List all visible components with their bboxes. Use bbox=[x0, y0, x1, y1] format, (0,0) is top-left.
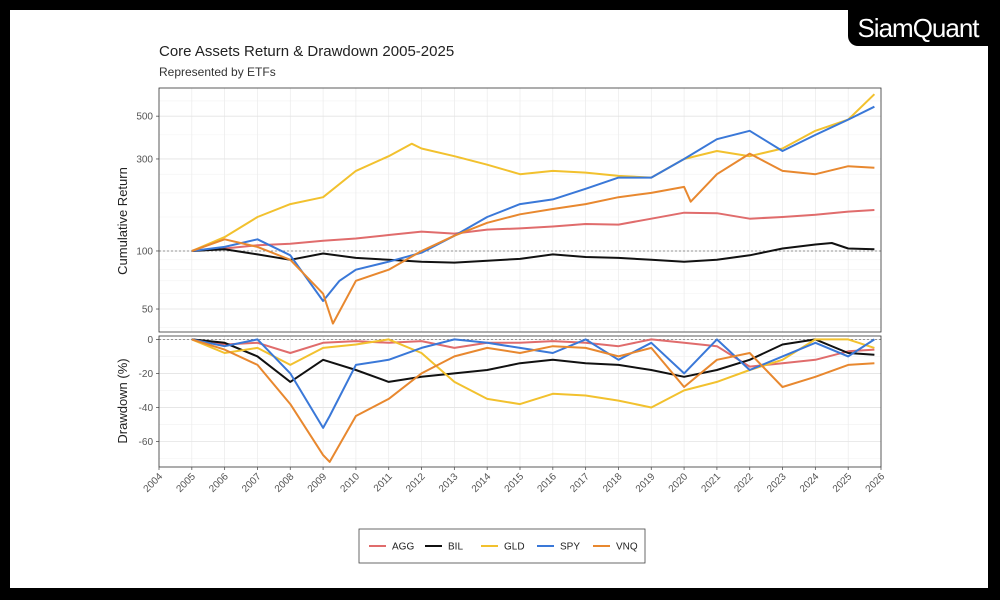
x-tick-label: 2019 bbox=[634, 471, 658, 495]
x-tick-label: 2006 bbox=[207, 471, 231, 495]
x-tick-label: 2016 bbox=[535, 471, 559, 495]
x-tick-label: 2020 bbox=[667, 471, 691, 495]
x-tick-label: 2004 bbox=[142, 471, 166, 495]
y-axis-label-top: Cumulative Return bbox=[115, 167, 130, 275]
chart-svg: Core Assets Return & Drawdown 2005-2025 … bbox=[115, 43, 888, 564]
y-tick-label-bottom: 0 bbox=[147, 335, 153, 346]
x-tick-label: 2009 bbox=[306, 471, 330, 495]
series-line-bottom-vnq bbox=[191, 338, 875, 463]
y-tick-label-bottom: -40 bbox=[139, 403, 154, 414]
series-line-top-spy bbox=[191, 105, 875, 302]
series-line-top-agg bbox=[191, 209, 875, 252]
x-tick-label: 2022 bbox=[732, 471, 756, 495]
chart-title: Core Assets Return & Drawdown 2005-2025 bbox=[159, 43, 454, 60]
x-tick-label: 2014 bbox=[470, 471, 494, 495]
bottom-panel: 0 -20 -40 -60 bbox=[139, 335, 882, 468]
x-tick-label: 2007 bbox=[240, 471, 264, 495]
legend-label-gld: GLD bbox=[504, 542, 525, 553]
x-tick-label: 2011 bbox=[372, 471, 395, 494]
y-tick-label-top: 100 bbox=[136, 246, 153, 257]
y-tick-label-bottom: -20 bbox=[139, 369, 154, 380]
series-line-bottom-bil bbox=[191, 338, 875, 383]
chart-frame: Core Assets Return & Drawdown 2005-2025 … bbox=[10, 10, 988, 588]
series-line-top-gld bbox=[191, 93, 876, 252]
x-tick-label: 2026 bbox=[864, 471, 888, 495]
x-axis: 2004 2005 2006 2007 2008 2009 2010 2011 2012 2013… bbox=[142, 467, 888, 495]
brand-logo: SiamQuant bbox=[848, 10, 988, 46]
x-tick-label: 2018 bbox=[601, 471, 625, 495]
x-tick-label: 2008 bbox=[273, 471, 297, 495]
series-line-bottom-gld bbox=[191, 338, 875, 409]
series-line-top-vnq bbox=[191, 152, 875, 325]
legend-box bbox=[358, 528, 646, 564]
legend-label-bil: BIL bbox=[448, 542, 463, 553]
y-tick-label-bottom: -60 bbox=[139, 437, 154, 448]
x-tick-label: 2015 bbox=[503, 471, 527, 495]
y-tick-label-top: 500 bbox=[136, 112, 153, 123]
series-line-top-bil bbox=[191, 242, 875, 264]
x-tick-label: 2010 bbox=[339, 471, 363, 495]
legend-label-vnq: VNQ bbox=[616, 542, 638, 553]
top-panel: 50 100 300 500 bbox=[136, 87, 882, 333]
legend-label-spy: SPY bbox=[560, 542, 580, 553]
legend-label-agg: AGG bbox=[392, 542, 414, 553]
y-axis-label-bottom: Drawdown (%) bbox=[115, 358, 130, 443]
x-tick-label: 2005 bbox=[174, 471, 198, 495]
x-tick-label: 2017 bbox=[568, 471, 592, 495]
x-tick-label: 2024 bbox=[798, 471, 822, 495]
y-tick-label-top: 50 bbox=[142, 305, 154, 316]
x-tick-label: 2012 bbox=[404, 471, 428, 495]
chart-subtitle: Represented by ETFs bbox=[159, 65, 276, 79]
x-tick-label: 2021 bbox=[700, 471, 724, 495]
x-tick-label: 2013 bbox=[437, 471, 461, 495]
x-tick-label: 2025 bbox=[831, 471, 855, 495]
x-tick-label: 2023 bbox=[765, 471, 789, 495]
y-tick-label-top: 300 bbox=[136, 154, 153, 165]
top-panel-border bbox=[158, 87, 882, 333]
legend: AGG BIL GLD SPY VNQ bbox=[358, 528, 646, 564]
